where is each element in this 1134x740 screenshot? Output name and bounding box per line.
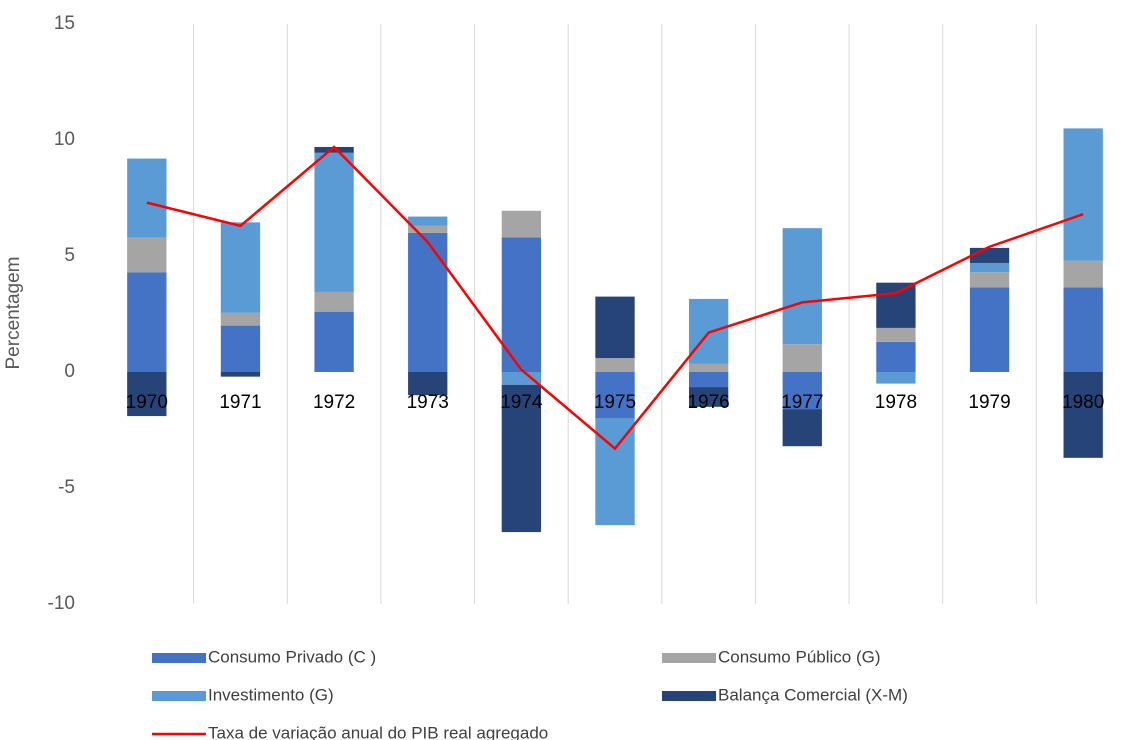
bar-segment: [501, 384, 542, 533]
bar-segment: [595, 418, 635, 526]
bar-segment: [314, 146, 354, 153]
bar-segment: [876, 327, 916, 342]
y-axis-label: Percentagem: [3, 256, 24, 369]
bar-segment: [408, 216, 448, 226]
bar-segment: [314, 291, 354, 312]
bar-segment: [314, 311, 354, 372]
bar-segment: [1063, 260, 1103, 288]
bar-segment: [501, 210, 542, 238]
y-tick-label: 15: [54, 13, 75, 34]
bar-segment: [127, 158, 167, 238]
bar-segment: [127, 372, 167, 417]
bar-segment: [782, 228, 822, 345]
bar-segment: [782, 409, 822, 447]
y-tick-label: -10: [48, 593, 75, 614]
bar-segment: [876, 341, 916, 372]
x-tick-label: 1978: [875, 392, 917, 413]
bar-segment: [1063, 372, 1103, 458]
legend-label: Consumo Privado (C ): [208, 647, 376, 666]
bar-segment: [969, 272, 1010, 288]
legend-swatch: [152, 653, 206, 663]
x-tick-label: 1976: [687, 392, 729, 413]
bar-segment: [1063, 287, 1103, 372]
x-tick-label: 1980: [1062, 392, 1104, 413]
bar-segment: [876, 282, 916, 328]
legend-swatch: [662, 653, 716, 663]
bar-segment: [314, 152, 354, 292]
line: [146, 145, 1084, 451]
bar-segment: [408, 372, 448, 396]
x-tick-label: 1970: [126, 392, 168, 413]
legend-swatch: [662, 691, 716, 701]
legend-label: Balança Comercial (X-M): [718, 685, 908, 704]
x-tick-label: 1972: [313, 392, 355, 413]
bar-segment: [595, 296, 635, 359]
bar-segment: [220, 372, 261, 377]
bar-segment: [969, 262, 1010, 273]
x-tick-label: 1975: [594, 392, 636, 413]
legend-swatch: [152, 691, 206, 701]
bar-segment: [782, 344, 822, 372]
bar-segment: [1063, 128, 1103, 261]
bar-segment: [688, 372, 729, 388]
bar-segment: [220, 222, 261, 313]
bar-segment: [969, 247, 1010, 263]
bar-segment: [501, 237, 542, 372]
bar-segment: [408, 225, 448, 233]
legend-label: Consumo Público (G): [718, 647, 881, 666]
bar-segment: [220, 325, 261, 372]
y-tick-label: 5: [64, 245, 75, 266]
y-tick-label: 0: [64, 361, 75, 382]
legend-label: Taxa de variação anual do PIB real agreg…: [208, 723, 548, 740]
x-tick-label: 1973: [407, 392, 449, 413]
bar-segment: [127, 272, 167, 372]
bar-segment: [127, 237, 167, 273]
x-tick-label: 1977: [781, 392, 823, 413]
bar-segment: [969, 287, 1010, 372]
x-tick-label: 1971: [219, 392, 261, 413]
legend-label: Investimento (G): [208, 685, 334, 704]
x-tick-label: 1979: [968, 392, 1010, 413]
bar-segment: [876, 372, 916, 384]
bar-segment: [688, 363, 729, 372]
x-tick-label: 1974: [500, 392, 543, 413]
bar-segment: [408, 232, 448, 372]
y-tick-label: 10: [54, 129, 75, 150]
bar-segment: [688, 387, 729, 407]
bar-segment: [220, 312, 261, 326]
bar-segment: [501, 372, 542, 385]
y-tick-label: -5: [58, 477, 75, 498]
bar-segment: [782, 372, 822, 410]
bar-segment: [595, 372, 635, 419]
bar-segment: [595, 358, 635, 372]
